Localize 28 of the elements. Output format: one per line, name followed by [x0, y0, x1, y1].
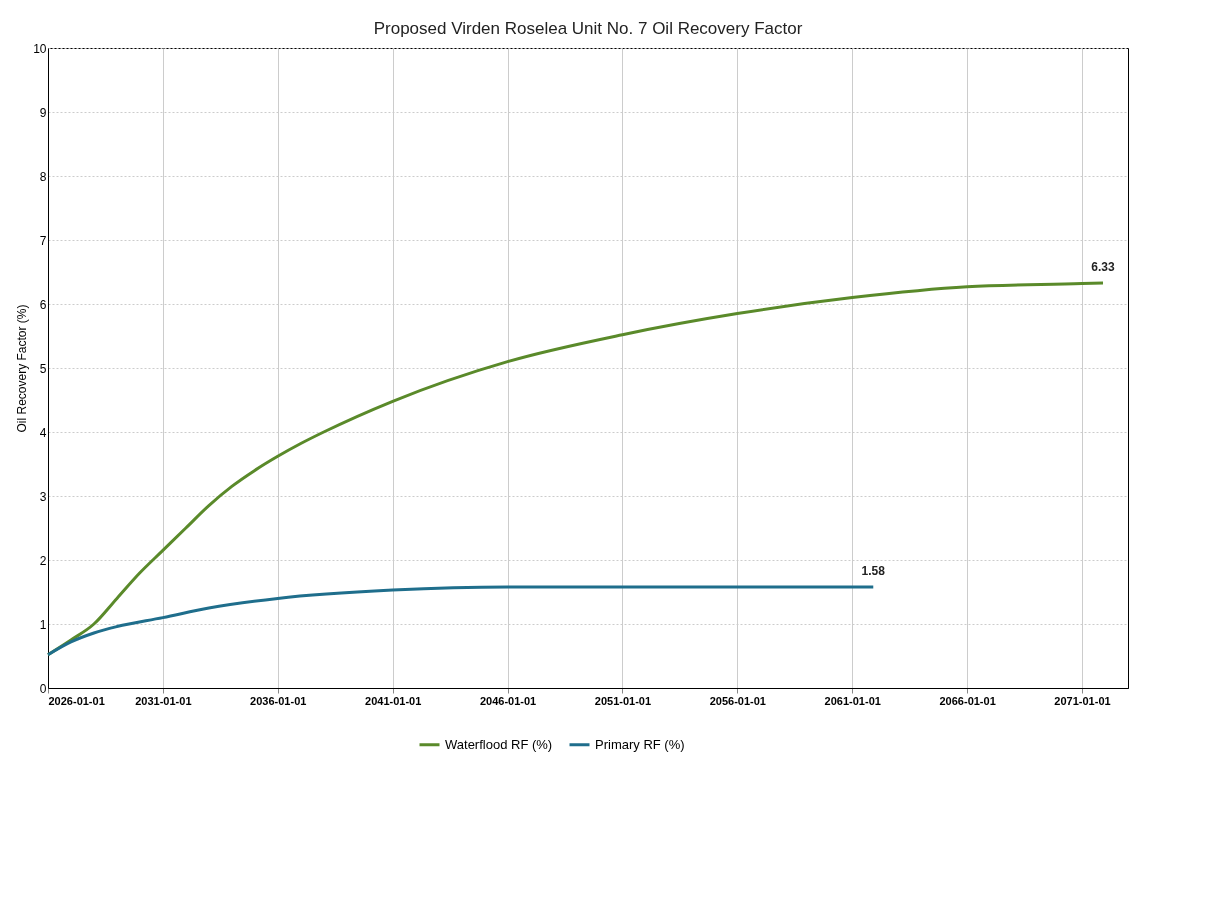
y-tick-label: 2: [39, 553, 47, 568]
data-label: 6.33: [1091, 259, 1116, 274]
legend-label: Waterflood RF (%): [445, 736, 553, 752]
x-tick-label: 2036-01-01: [250, 694, 307, 707]
y-tick-label: 1: [39, 617, 47, 632]
x-tick-label: 2071-01-01: [1054, 694, 1111, 707]
y-tick-label: 6: [39, 297, 47, 312]
x-tick-label: 2066-01-01: [939, 694, 996, 707]
y-tick-label: 5: [39, 361, 47, 376]
x-tick-label: 2061-01-01: [824, 694, 881, 707]
y-tick-label: 8: [39, 169, 47, 184]
y-tick-label: 7: [39, 233, 47, 248]
chart-title: Proposed Virden Roselea Unit No. 7 Oil Recovery Factor: [373, 19, 803, 38]
x-tick-label: 2041-01-01: [365, 694, 422, 707]
legend-label: Primary RF (%): [595, 736, 685, 752]
y-axis-title: Oil Recovery Factor (%): [15, 304, 30, 433]
line-series: [46, 585, 875, 657]
x-tick-label: 2031-01-01: [135, 694, 192, 707]
x-tick-label: 2056-01-01: [709, 694, 766, 707]
y-tick-label: 9: [39, 105, 47, 120]
y-tick-label: 3: [39, 489, 47, 504]
x-tick-label: 2026-01-01: [48, 694, 105, 707]
y-tick-label: 0: [39, 681, 47, 696]
y-tick-label: 10: [33, 41, 47, 56]
y-tick-label: 4: [39, 425, 47, 440]
x-tick-label: 2046-01-01: [479, 694, 537, 707]
x-tick-label: 2051-01-01: [594, 694, 652, 707]
data-label: 1.58: [861, 563, 886, 578]
